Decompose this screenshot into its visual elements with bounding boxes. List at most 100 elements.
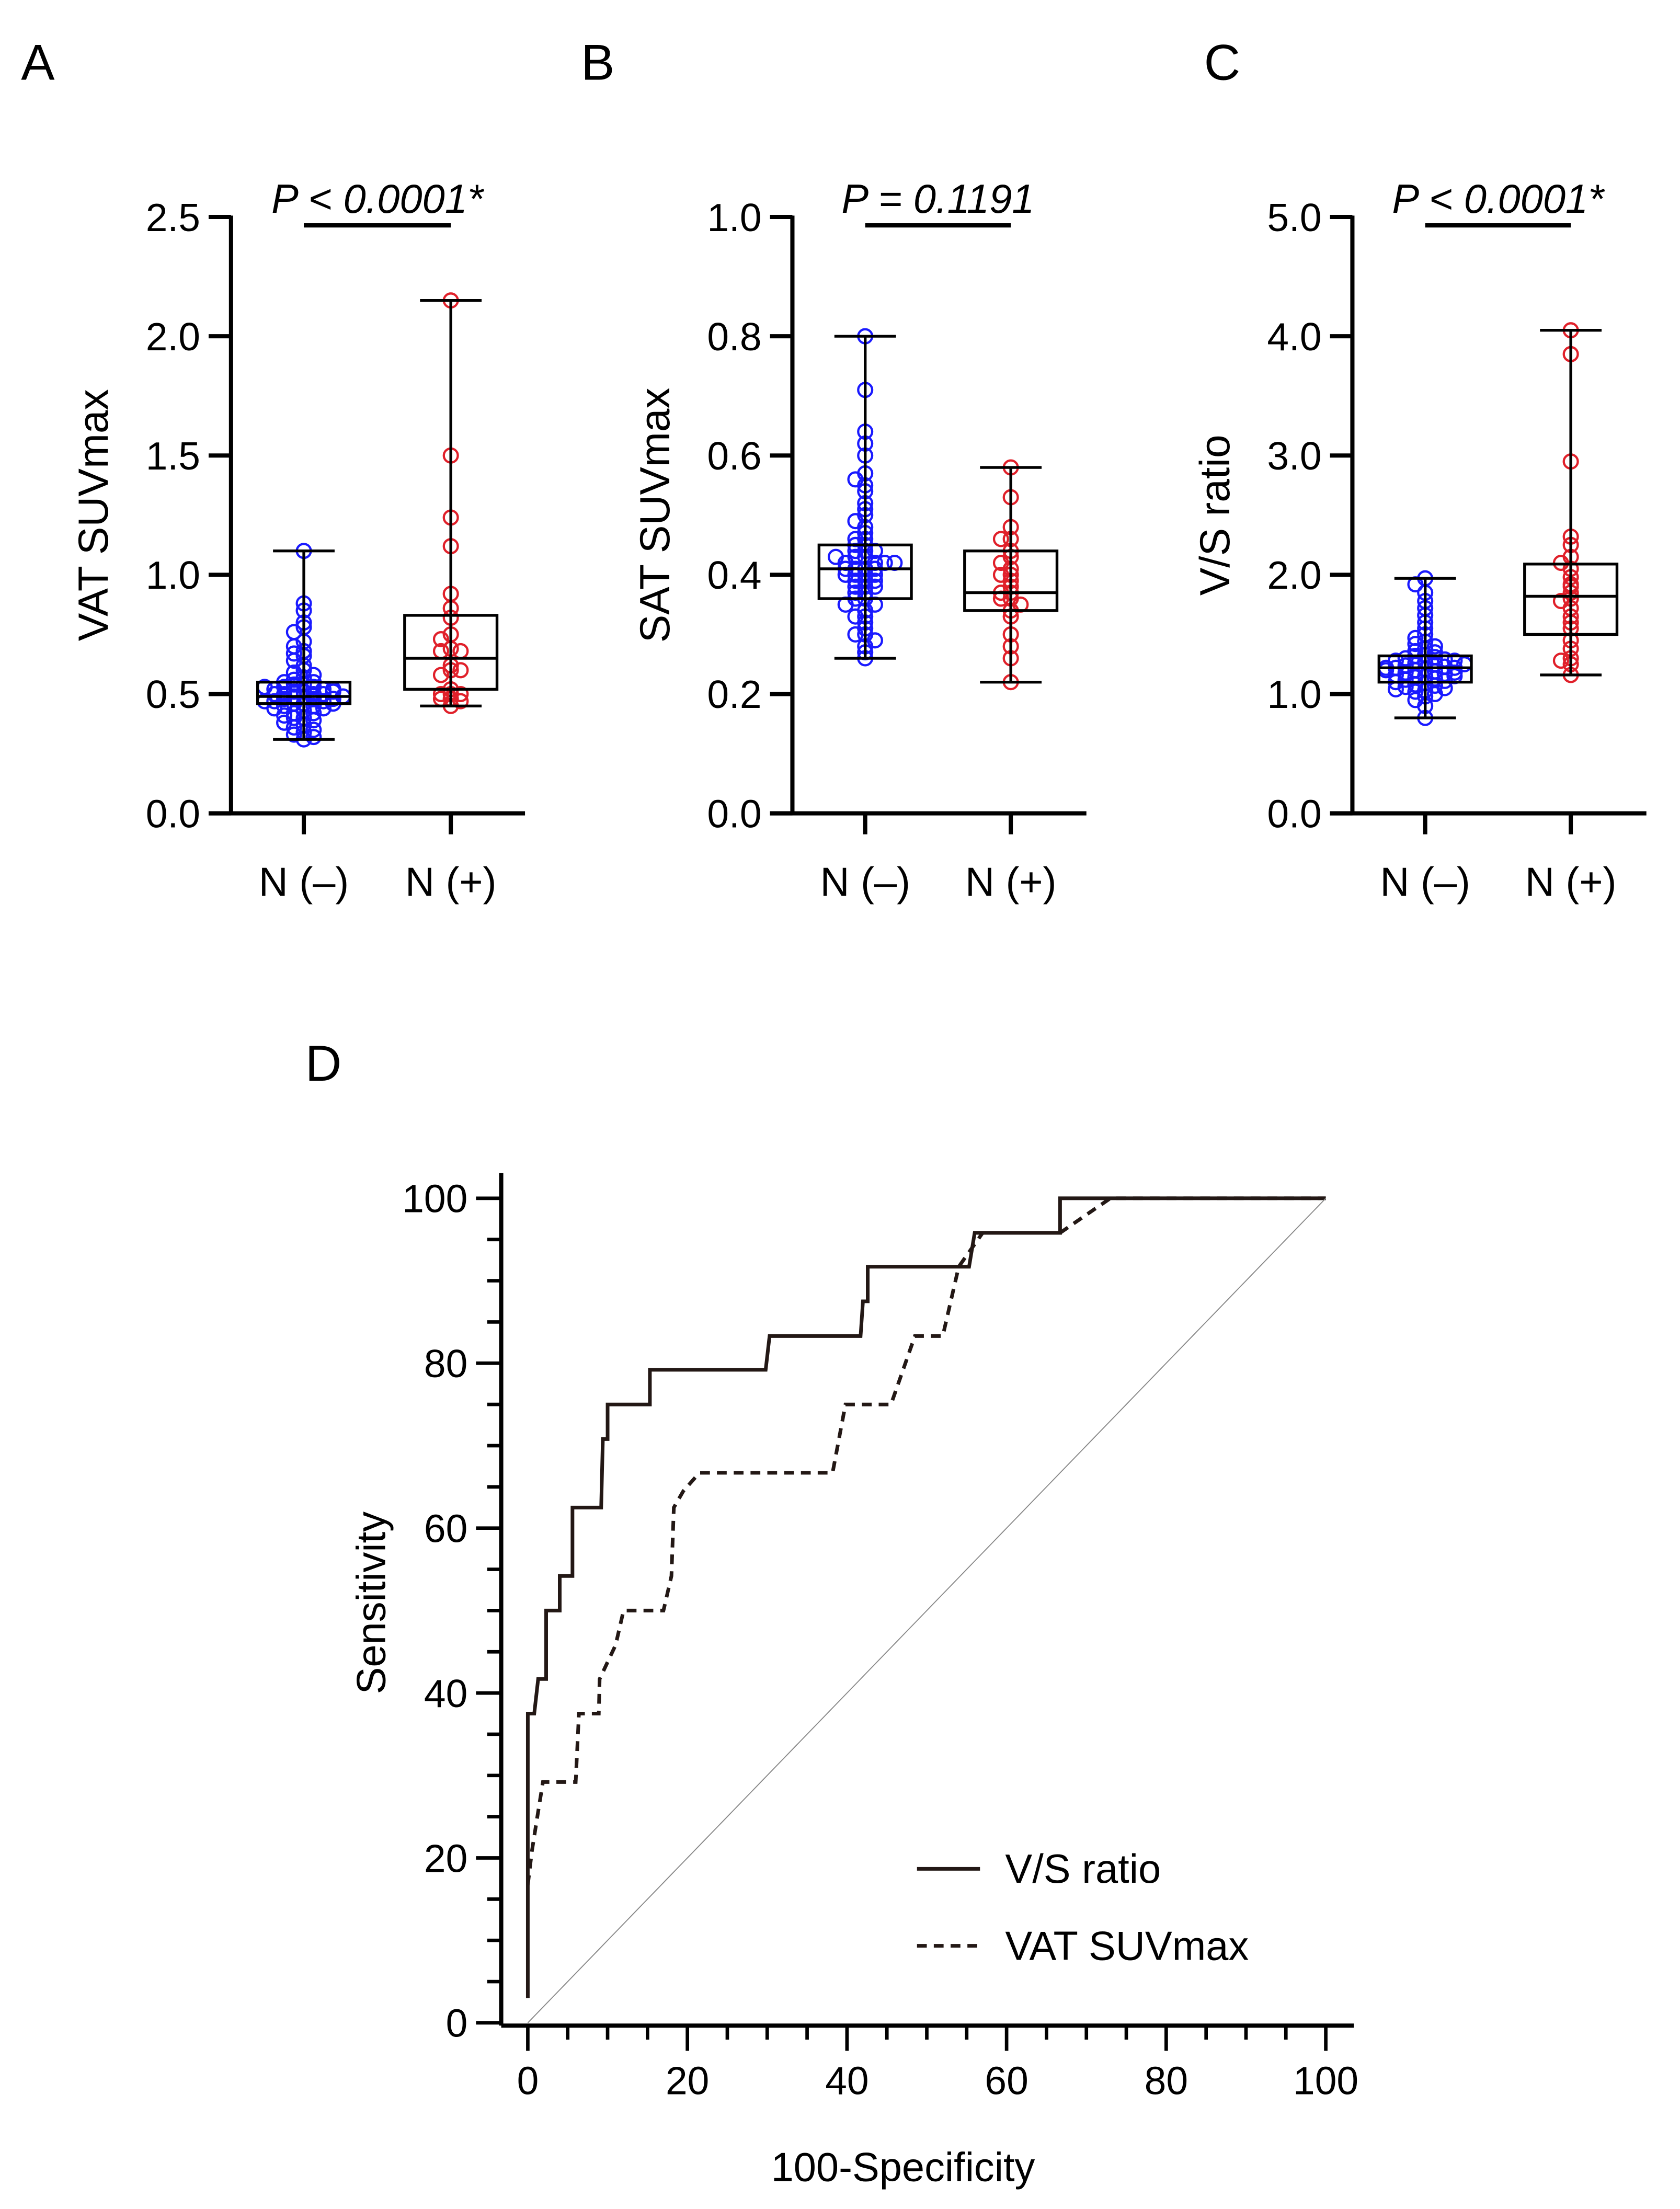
- data-point: [305, 729, 322, 746]
- data-point: [1407, 636, 1424, 653]
- x-tick-label: 40: [825, 2058, 868, 2102]
- p-value: P < 0.0001*: [1392, 177, 1605, 222]
- y-tick-label: 2.5: [146, 196, 200, 239]
- y-tick-label: 1.0: [707, 196, 761, 239]
- panel-letter: A: [21, 35, 55, 91]
- box: [256, 680, 352, 705]
- data-point: [285, 645, 302, 662]
- y-axis-label: V/S ratio: [1192, 434, 1239, 596]
- x-tick-label: N (+): [965, 860, 1057, 905]
- y-tick-label: 0.4: [707, 553, 761, 597]
- data-point: [1407, 683, 1424, 700]
- x-tick-label: 20: [666, 2058, 709, 2102]
- x-tick-label: N (–): [259, 860, 349, 905]
- data-point: [1426, 685, 1443, 703]
- y-tick-label: 1.0: [146, 553, 200, 597]
- y-tick-label: 5.0: [1267, 196, 1321, 239]
- data-point: [315, 693, 332, 709]
- y-tick-label: 20: [424, 1836, 467, 1880]
- data-point: [1397, 671, 1414, 688]
- x-tick-label: N (–): [820, 860, 910, 905]
- panel-letter: D: [305, 1036, 342, 1092]
- data-point: [285, 726, 302, 743]
- y-axis-label: SAT SUVmax: [632, 387, 679, 643]
- data-point: [285, 653, 302, 669]
- y-tick-label: 0.5: [146, 672, 200, 716]
- data-point: [1552, 653, 1569, 669]
- data-point: [266, 693, 283, 709]
- data-point: [1426, 677, 1443, 694]
- data-point: [866, 578, 883, 595]
- data-point: [992, 566, 1009, 583]
- x-tick-label: N (+): [1525, 860, 1617, 905]
- data-point: [432, 631, 449, 648]
- box: [817, 543, 913, 600]
- y-tick-label: 0.2: [707, 672, 761, 716]
- roc-curve-solid: [525, 1196, 1326, 1998]
- y-axis-label: Sensitivity: [349, 1512, 394, 1695]
- legend-label: V/S ratio: [1005, 1847, 1161, 1892]
- y-tick-label: 3.0: [1267, 434, 1321, 478]
- data-point: [432, 667, 449, 683]
- y-tick-label: 0.6: [707, 434, 761, 478]
- data-point: [866, 573, 883, 589]
- y-tick-label: 0: [446, 2001, 468, 2045]
- data-point: [452, 662, 469, 679]
- x-tick-label: 0: [517, 2058, 539, 2102]
- data-point: [432, 685, 449, 703]
- box: [963, 550, 1059, 612]
- data-point: [452, 643, 469, 659]
- data-point: [1397, 679, 1414, 695]
- x-tick-label: 60: [985, 2058, 1028, 2102]
- roc-curve-dashed: [525, 1196, 1326, 1885]
- y-tick-label: 2.0: [1267, 553, 1321, 597]
- y-tick-label: 2.0: [146, 315, 200, 359]
- p-value: P < 0.0001*: [271, 177, 485, 222]
- x-tick-label: 100: [1293, 2058, 1358, 2102]
- panel-A: A 0.0 0.5 1.0 1.5 2.0 2.5 VAT SUVmax P < 0.0001*…: [21, 35, 525, 905]
- y-axis-label: VAT SUVmax: [70, 389, 117, 641]
- x-tick-label: 80: [1145, 2058, 1188, 2102]
- panel-letter: C: [1204, 35, 1241, 91]
- y-tick-label: 60: [424, 1506, 467, 1550]
- y-tick-label: 40: [424, 1672, 467, 1715]
- box: [1523, 563, 1619, 636]
- data-point: [452, 693, 469, 709]
- data-point: [992, 531, 1009, 547]
- y-tick-label: 0.0: [1267, 792, 1321, 835]
- data-point: [305, 722, 322, 738]
- data-point: [315, 700, 332, 717]
- data-point: [847, 626, 864, 643]
- y-tick-label: 1.5: [146, 434, 200, 478]
- legend-label: VAT SUVmax: [1005, 1924, 1249, 1968]
- panel-B: B 0.0 0.2 0.4 0.6 0.8 1.0 SAT SUVmax P = 0.1191 N…: [581, 35, 1087, 905]
- y-tick-label: 0.0: [707, 792, 761, 835]
- y-tick-label: 4.0: [1267, 315, 1321, 359]
- y-tick-label: 100: [402, 1177, 467, 1221]
- box: [403, 614, 499, 691]
- y-tick-label: 0.8: [707, 315, 761, 359]
- data-point: [276, 691, 293, 707]
- panel-D: D 0 0 20 20 40 40 60 60 80 80 100 100 100-Specificity…: [305, 1036, 1358, 2190]
- data-point: [325, 691, 341, 707]
- data-point: [827, 548, 844, 565]
- data-point: [276, 714, 293, 731]
- data-point: [325, 683, 341, 700]
- data-point: [276, 707, 293, 724]
- data-point: [285, 664, 302, 681]
- data-point: [1426, 638, 1443, 655]
- data-point: [305, 712, 322, 729]
- p-value: P = 0.1191: [841, 177, 1034, 222]
- x-tick-label: N (+): [405, 860, 497, 905]
- x-axis-label: 100-Specificity: [771, 2145, 1035, 2190]
- data-point: [285, 719, 302, 736]
- y-tick-label: 0.0: [146, 792, 200, 835]
- panel-C: C 0.0 1.0 2.0 3.0 4.0 5.0 V/S ratio P < 0.0001* N…: [1192, 35, 1647, 905]
- roc-curve-diagonal: [527, 1198, 1327, 2023]
- x-tick-label: N (–): [1380, 860, 1470, 905]
- data-point: [1426, 670, 1443, 687]
- panel-letter: B: [581, 35, 614, 91]
- y-tick-label: 80: [424, 1342, 467, 1386]
- data-point: [452, 685, 469, 703]
